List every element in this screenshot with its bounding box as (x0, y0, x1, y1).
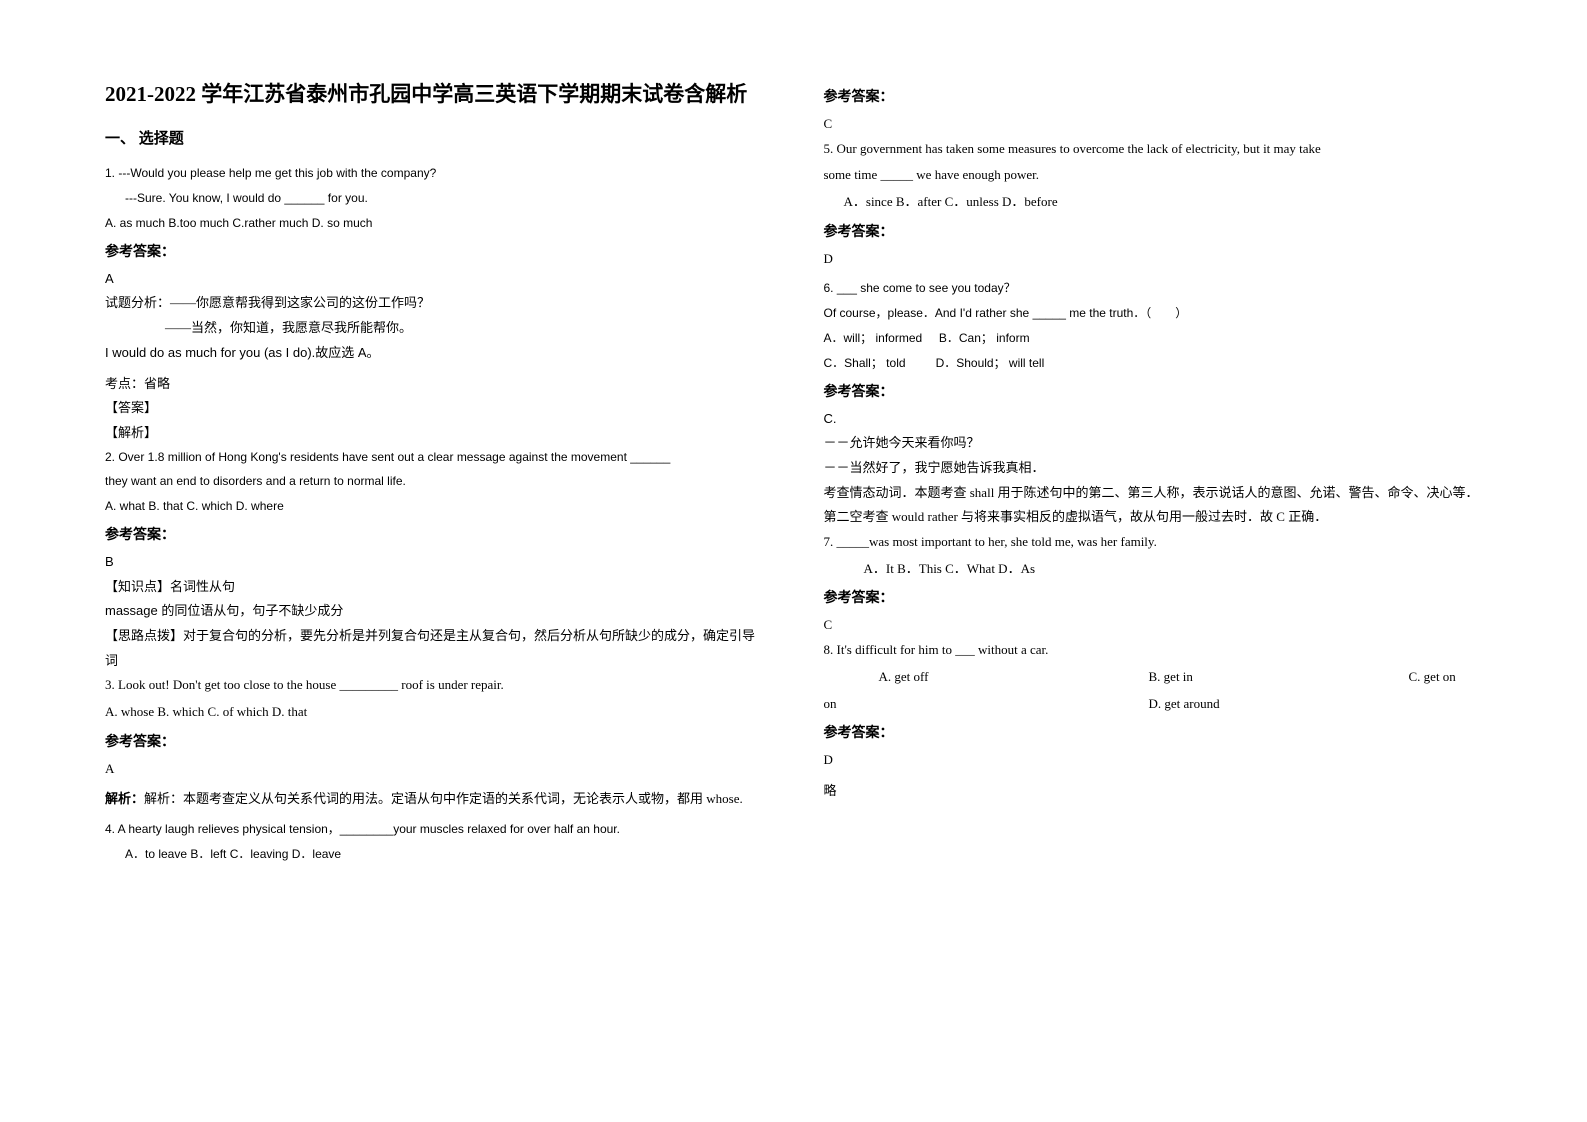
q8-optA: A. get off (879, 665, 1149, 690)
q6-optC: C．Shall； told (824, 356, 906, 370)
left-column: 2021-2022 学年江苏省泰州市孔园中学高三英语下学期期末试卷含解析 一、 … (95, 80, 794, 1082)
q8-answer: D (824, 748, 1483, 773)
q3-answer-label: 参考答案： (105, 731, 764, 751)
q2-explain2: massage 的同位语从句，句子不缺少成分 (105, 599, 764, 624)
q2-explain1: 【知识点】名词性从句 (105, 575, 764, 600)
q8-optC: C. get on (1409, 665, 1456, 690)
q1-explain4: 考点：省略 (105, 372, 764, 397)
q6-optA: A．will； informed (824, 331, 923, 345)
q7-answer-label: 参考答案： (824, 587, 1483, 607)
q8-options-row2: on D. get around (824, 692, 1483, 717)
q2-text2: they want an end to disorders and a retu… (105, 470, 764, 493)
q4-answer-label: 参考答案： (824, 86, 1483, 106)
q1-explain6: 【解析】 (105, 421, 764, 446)
q8-answer-label: 参考答案： (824, 722, 1483, 742)
section-header: 一、 选择题 (105, 127, 764, 148)
q5-answer: D (824, 247, 1483, 272)
q6-optD: D．Should； will tell (936, 356, 1045, 370)
q4-options: A．to leave B．left C．leaving D．leave (105, 843, 764, 866)
q6-options-row2: C．Shall； told D．Should； will tell (824, 352, 1483, 375)
q6-explain2: －－当然好了，我宁愿她告诉我真相． (824, 456, 1483, 481)
q1-explain3: I would do as much for you (as I do).故应选… (105, 341, 764, 366)
q3-options: A. whose B. which C. of which D. that (105, 700, 764, 725)
q4-answer: C (824, 112, 1483, 137)
q7-text: 7. _____was most important to her, she t… (824, 530, 1483, 555)
q7-answer: C (824, 613, 1483, 638)
q5-options: A．since B．after C．unless D．before (824, 190, 1483, 215)
q6-explain1: －－允许她今天来看你吗？ (824, 431, 1483, 456)
q1-line1: 1. ---Would you please help me get this … (105, 162, 764, 185)
document-title: 2021-2022 学年江苏省泰州市孔园中学高三英语下学期期末试卷含解析 (105, 80, 764, 109)
q6-answer-label: 参考答案： (824, 381, 1483, 401)
right-column: 参考答案： C 5. Our government has taken some… (794, 80, 1493, 1082)
q2-text1: 2. Over 1.8 million of Hong Kong's resid… (105, 446, 764, 469)
q3-explain: 解析：解析：本题考查定义从句关系代词的用法。定语从句中作定语的关系代词，无论表示… (105, 787, 764, 812)
q3-explain-body: 解析：本题考查定义从句关系代词的用法。定语从句中作定语的关系代词，无论表示人或物… (144, 791, 743, 806)
q4-text: 4. A hearty laugh relieves physical tens… (105, 818, 764, 841)
q6-explain3: 考查情态动词．本题考查 shall 用于陈述句中的第二、第三人称，表示说话人的意… (824, 481, 1483, 530)
q6-options-row1: A．will； informed B．Can； inform (824, 327, 1483, 350)
q5-answer-label: 参考答案： (824, 221, 1483, 241)
q8-text: 8. It's difficult for him to ___ without… (824, 638, 1483, 663)
q6-text1: 6. ___ she come to see you today？ (824, 277, 1483, 300)
q2-explain3: 【思路点拨】对于复合句的分析，要先分析是并列复合句还是主从复合句，然后分析从句所… (105, 624, 764, 673)
q2-answer: B (105, 550, 764, 575)
q6-optB: B．Can； inform (939, 331, 1030, 345)
q6-answer: C. (824, 407, 1483, 432)
q7-options: A．It B．This C．What D．As (824, 557, 1483, 582)
q6-text2: Of course，please．And I'd rather she ____… (824, 302, 1483, 325)
q8-optB: B. get in (1149, 665, 1409, 690)
q1-answer-label: 参考答案： (105, 241, 764, 261)
q8-options-row1: A. get off B. get in C. get on (824, 665, 1483, 690)
q1-explain2: ——当然，你知道，我愿意尽我所能帮你。 (105, 316, 764, 341)
q2-options: A. what B. that C. which D. where (105, 495, 764, 518)
q8-explain: 略 (824, 779, 1483, 804)
q1-line2: ---Sure. You know, I would do ______ for… (105, 187, 764, 210)
q5-text2: some time _____ we have enough power. (824, 163, 1483, 188)
q2-answer-label: 参考答案： (105, 524, 764, 544)
q1-answer: A (105, 267, 764, 292)
q5-text1: 5. Our government has taken some measure… (824, 137, 1483, 162)
q8-optD: D. get around (1149, 692, 1220, 717)
q1-explain1: 试题分析：——你愿意帮我得到这家公司的这份工作吗？ (105, 291, 764, 316)
q1-options: A. as much B.too much C.rather much D. s… (105, 212, 764, 235)
q3-text: 3. Look out! Don't get too close to the … (105, 673, 764, 698)
q1-explain5: 【答案】 (105, 396, 764, 421)
q3-answer: A (105, 757, 764, 782)
